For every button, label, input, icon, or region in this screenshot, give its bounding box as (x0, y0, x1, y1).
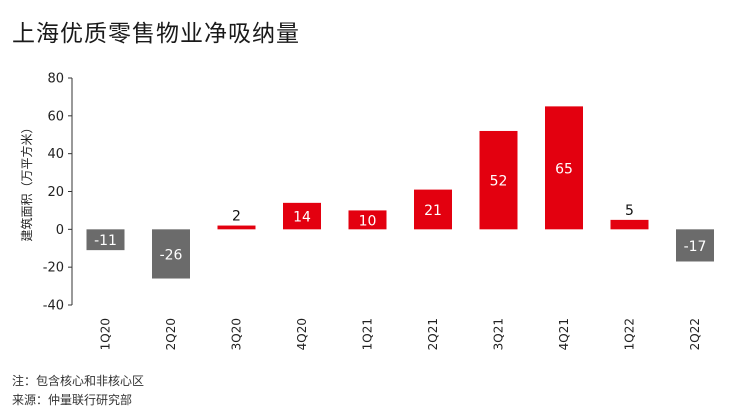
data-label: -17 (684, 239, 707, 255)
x-tick-label: 1Q20 (99, 318, 113, 350)
y-tick-label: -40 (43, 299, 64, 314)
chart-title: 上海优质零售物业净吸纳量 (12, 21, 300, 47)
x-tick-label: 3Q20 (230, 318, 244, 350)
bar-2Q22 (676, 229, 714, 262)
y-tick-label: 80 (47, 72, 64, 87)
data-label: 52 (490, 174, 508, 190)
bar-3Q21 (479, 130, 518, 230)
y-tick-label: 20 (47, 185, 64, 200)
y-tick-label: 60 (47, 109, 64, 124)
data-label: 21 (424, 203, 442, 219)
data-label: 14 (293, 210, 311, 226)
data-label: 65 (555, 161, 573, 177)
source-note: 来源：仲量联行研究部 (12, 393, 133, 407)
x-tick-label: 4Q20 (295, 318, 309, 350)
bar-2Q20 (152, 229, 190, 279)
x-tick-label: 3Q21 (492, 318, 506, 350)
y-tick-label: -20 (43, 261, 64, 276)
bar-1Q21 (348, 210, 387, 230)
bar-1Q22 (610, 219, 649, 230)
bar-1Q20 (86, 229, 125, 251)
y-tick-label: 40 (47, 147, 64, 162)
bar-4Q21 (545, 106, 583, 230)
data-label: 10 (359, 213, 377, 229)
data-label: 2 (232, 209, 241, 225)
bar-2Q21 (414, 189, 452, 230)
bar-3Q20 (217, 225, 256, 230)
x-tick-label: 2Q20 (164, 318, 178, 350)
data-label: -26 (160, 247, 183, 263)
data-label: -11 (94, 233, 117, 249)
x-tick-label: 2Q21 (426, 318, 440, 350)
y-tick-label: 0 (56, 223, 64, 238)
x-tick-label: 4Q21 (557, 318, 571, 350)
bar-4Q20 (283, 202, 321, 230)
footnote: 注：包含核心和非核心区 (12, 374, 145, 388)
x-tick-label: 1Q22 (623, 318, 637, 350)
y-axis-label: 建筑面积（万平方米） (19, 121, 34, 241)
data-label: 5 (625, 203, 634, 219)
x-tick-label: 1Q21 (361, 318, 375, 350)
x-tick-label: 2Q22 (688, 318, 702, 350)
